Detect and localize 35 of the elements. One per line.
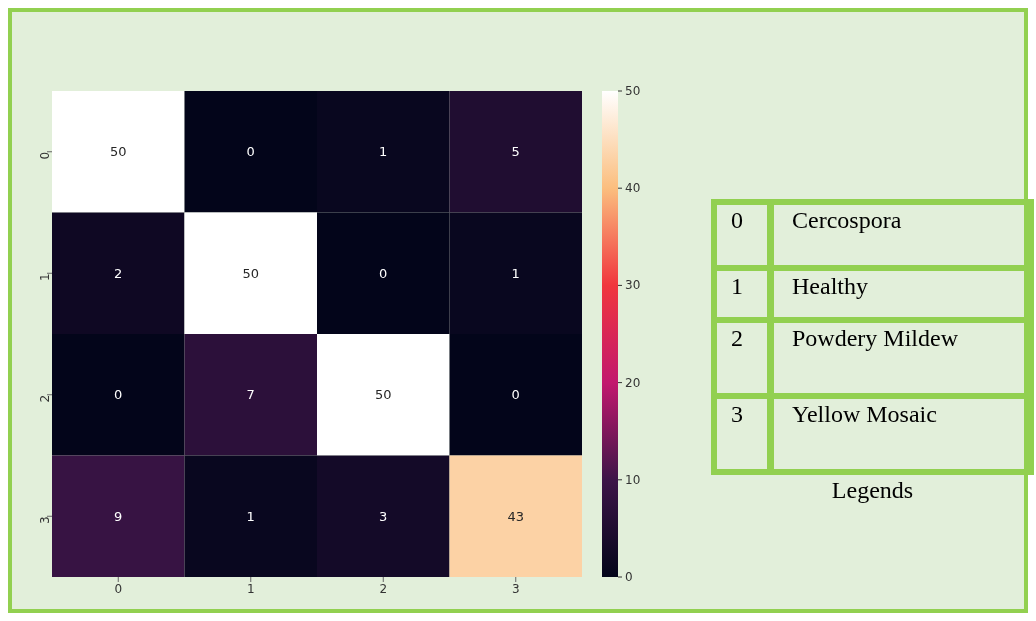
color-bar-label: 10	[625, 472, 641, 487]
text: Legends	[830, 477, 915, 504]
color-bar-label: 40	[625, 181, 641, 196]
text: 3 Yellow Mosaic	[717, 393, 1028, 469]
data-label: 43	[507, 508, 525, 524]
y-tick-label: 2	[38, 394, 53, 403]
x-tick-label: 0	[114, 581, 123, 596]
x-tick-label: 3	[511, 581, 520, 596]
data-label: 1	[379, 144, 388, 160]
data-label: 0	[246, 144, 255, 160]
text: 0 Cercospora	[730, 206, 903, 235]
data-label: 5	[511, 144, 520, 160]
color-bar-label: 50	[625, 84, 641, 98]
data-label: 0	[114, 387, 123, 403]
x-tick-label: 2	[379, 581, 388, 596]
data-label: 7	[246, 387, 255, 403]
data-label: 1	[511, 265, 520, 281]
x-tick-label: 1	[246, 581, 255, 596]
data-label: 2	[114, 265, 123, 281]
data-label: 3	[379, 508, 388, 524]
data-label: 50	[374, 387, 392, 403]
data-label: 1	[246, 508, 255, 524]
data-label: 0	[379, 265, 388, 281]
data-label: 50	[109, 144, 127, 160]
text: 1 Healthy	[717, 265, 1028, 317]
data-label: 9	[114, 508, 123, 524]
color-bar-label: 20	[625, 375, 641, 390]
data-label: 50	[242, 265, 260, 281]
color-bar-label: 0	[625, 570, 633, 584]
color-bar-label: 30	[625, 278, 641, 293]
y-tick-label: 0	[38, 151, 53, 160]
y-tick-label: 1	[38, 273, 53, 281]
text: 2 Powdery Mildew	[717, 317, 1028, 393]
y-tick-label: 3	[38, 516, 53, 524]
data-label: 0	[511, 387, 520, 403]
